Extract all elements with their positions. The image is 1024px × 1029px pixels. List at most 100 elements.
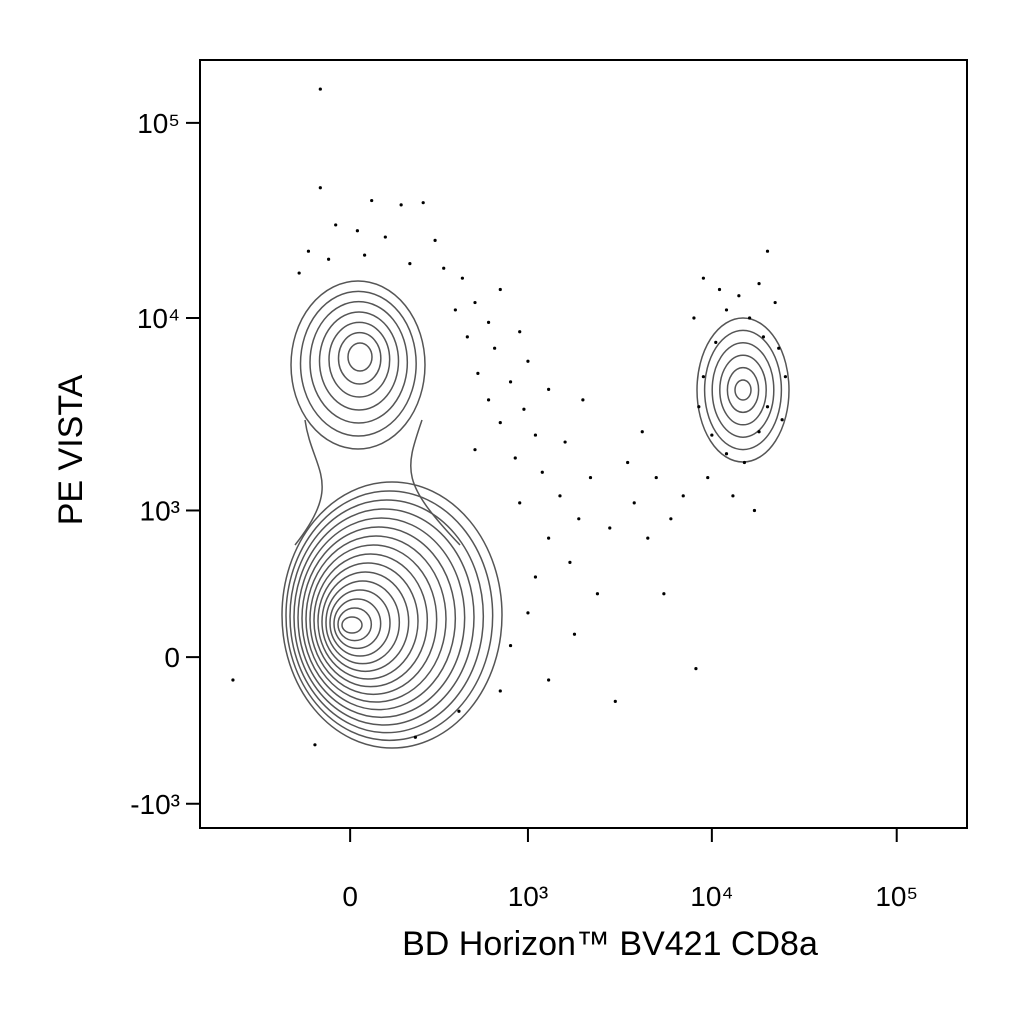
event-dot bbox=[297, 271, 301, 275]
event-dot bbox=[465, 335, 469, 339]
event-dot bbox=[640, 430, 644, 434]
contour bbox=[305, 535, 447, 703]
event-dot bbox=[558, 494, 562, 498]
event-dot bbox=[460, 276, 464, 280]
x-axis-title: BD Horizon™ BV421 CD8a bbox=[402, 925, 818, 963]
y-tick-label: -10³ bbox=[130, 789, 180, 820]
event-dot bbox=[547, 387, 551, 392]
event-dot bbox=[522, 407, 526, 411]
contour bbox=[719, 354, 767, 426]
event-dot bbox=[757, 282, 761, 286]
contour bbox=[337, 607, 373, 642]
event-dot bbox=[773, 300, 777, 305]
y-tick-label: 0 bbox=[164, 642, 180, 673]
contour bbox=[726, 366, 760, 414]
contour bbox=[301, 526, 457, 711]
contour bbox=[313, 553, 429, 688]
event-dot bbox=[442, 266, 446, 270]
event-dot bbox=[783, 375, 788, 379]
event-dot bbox=[498, 421, 502, 425]
contour bbox=[285, 490, 494, 742]
event-dot bbox=[306, 249, 311, 253]
event-dot bbox=[701, 276, 706, 280]
event-dot bbox=[731, 494, 735, 498]
event-dot bbox=[493, 346, 497, 350]
contour bbox=[341, 616, 363, 634]
event-dot bbox=[761, 335, 765, 339]
contour bbox=[333, 598, 382, 650]
contour bbox=[309, 300, 409, 424]
contour bbox=[703, 329, 783, 451]
event-dot bbox=[646, 536, 650, 540]
event-dot bbox=[706, 475, 710, 480]
contour bbox=[409, 419, 461, 546]
event-dot bbox=[547, 678, 551, 682]
contour bbox=[347, 342, 373, 372]
event-dot bbox=[486, 320, 491, 324]
contour bbox=[293, 508, 475, 726]
event-dot bbox=[547, 536, 551, 540]
event-dot bbox=[473, 448, 477, 452]
event-dot bbox=[513, 456, 517, 460]
event-dot bbox=[540, 470, 544, 474]
dots bbox=[231, 87, 788, 747]
event-dot bbox=[595, 592, 600, 596]
event-dot bbox=[383, 235, 387, 239]
event-dot bbox=[518, 330, 522, 334]
contour bbox=[299, 290, 417, 437]
event-dot bbox=[533, 433, 538, 437]
event-dot bbox=[526, 611, 530, 615]
event-dot bbox=[662, 592, 666, 596]
event-dot bbox=[498, 287, 502, 292]
contour bbox=[711, 342, 775, 438]
event-dot bbox=[486, 398, 491, 402]
contour bbox=[281, 481, 503, 749]
event-dot bbox=[473, 300, 477, 305]
event-dot bbox=[742, 460, 747, 465]
event-dot bbox=[318, 87, 322, 91]
event-dot bbox=[508, 380, 513, 384]
contour bbox=[317, 562, 419, 680]
event-dot bbox=[370, 198, 374, 203]
event-dot bbox=[313, 743, 317, 747]
event-dot bbox=[724, 452, 729, 456]
event-dot bbox=[777, 346, 781, 350]
contour bbox=[290, 280, 426, 450]
contour bbox=[318, 311, 400, 411]
event-dot bbox=[752, 508, 757, 513]
event-dot bbox=[518, 501, 522, 505]
event-dot bbox=[626, 460, 630, 465]
contour bbox=[734, 379, 752, 401]
y-tick-label: 10⁵ bbox=[137, 108, 180, 139]
x-tick-label: 10⁵ bbox=[875, 881, 918, 912]
y-axis-title: PE VISTA bbox=[52, 374, 90, 525]
event-dot bbox=[533, 575, 538, 579]
event-dot bbox=[421, 201, 425, 205]
event-dot bbox=[457, 709, 461, 713]
y-tick-label: 10³ bbox=[140, 495, 180, 526]
event-dot bbox=[334, 223, 338, 227]
event-dot bbox=[568, 560, 572, 564]
event-dot bbox=[581, 398, 585, 402]
event-dot bbox=[757, 430, 761, 434]
event-dot bbox=[526, 359, 530, 363]
event-dot bbox=[355, 229, 359, 233]
contour bbox=[329, 589, 391, 657]
event-dot bbox=[717, 287, 722, 292]
event-dot bbox=[608, 526, 612, 530]
event-dot bbox=[697, 405, 701, 409]
contour bbox=[325, 580, 401, 665]
event-dot bbox=[588, 475, 593, 480]
event-dot bbox=[433, 238, 437, 242]
contour bbox=[297, 517, 466, 719]
event-dot bbox=[362, 253, 367, 257]
event-dot bbox=[408, 262, 412, 266]
contour bbox=[289, 499, 485, 734]
event-dot bbox=[737, 294, 741, 298]
event-dot bbox=[632, 501, 636, 505]
contours bbox=[281, 280, 790, 749]
event-dot bbox=[498, 689, 502, 693]
